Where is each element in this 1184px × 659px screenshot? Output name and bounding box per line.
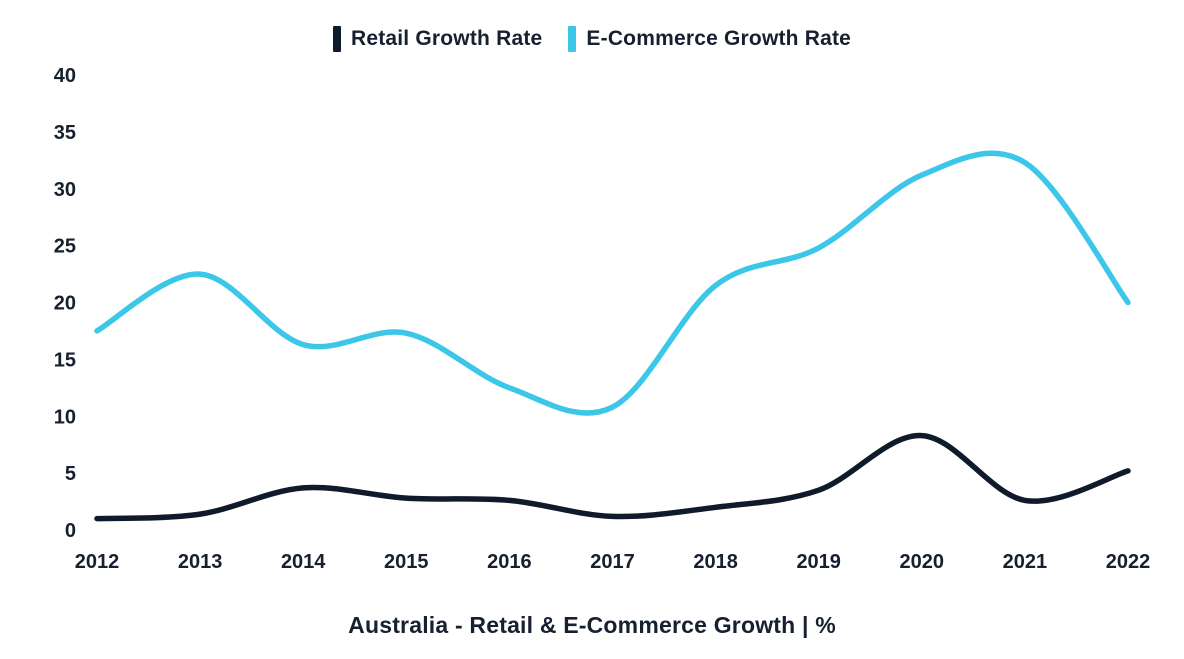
ecommerce-legend-label: E-Commerce Growth Rate [586,27,852,50]
y-tick-label: 40 [54,65,76,87]
x-tick-label: 2020 [900,551,945,573]
y-tick-label: 10 [54,406,76,428]
e-commerce-growth-rate-line [94,150,1131,416]
y-tick-label: 25 [54,236,76,258]
x-tick-label: 2012 [75,551,120,573]
line-chart: 0 5 10 15 20 25 30 35 40 2012 2013 2014 2015 2016 2017… [54,65,1151,573]
x-tick-label: 2019 [796,551,841,573]
x-tick-label: 2022 [1106,551,1151,573]
x-tick-label: 2018 [693,551,738,573]
x-tick-label: 2021 [1003,551,1048,573]
y-tick-label: 20 [54,293,76,315]
retail-growth-rate-line [94,432,1131,522]
chart-title: Australia - Retail & E-Commerce Growth |… [348,612,836,638]
legend-item-retail: Retail Growth Rate [332,26,543,52]
y-tick-label: 30 [54,179,76,201]
x-tick-label: 2017 [590,551,635,573]
y-tick-label: 15 [54,349,76,371]
x-tick-label: 2016 [487,551,532,573]
x-tick-label: 2014 [281,551,326,573]
legend-item-ecommerce: E-Commerce Growth Rate [568,26,851,52]
legend: Retail Growth Rate E-Commerce Growth Rat… [0,26,1184,52]
retail-legend-swatch [332,26,341,52]
ecommerce-legend-swatch [568,26,577,52]
y-tick-label: 5 [65,463,76,485]
x-tick-label: 2015 [384,551,429,573]
retail-legend-label: Retail Growth Rate [350,27,543,50]
y-tick-label: 35 [54,122,76,144]
x-tick-label: 2013 [178,551,223,573]
y-tick-label: 0 [65,520,76,542]
